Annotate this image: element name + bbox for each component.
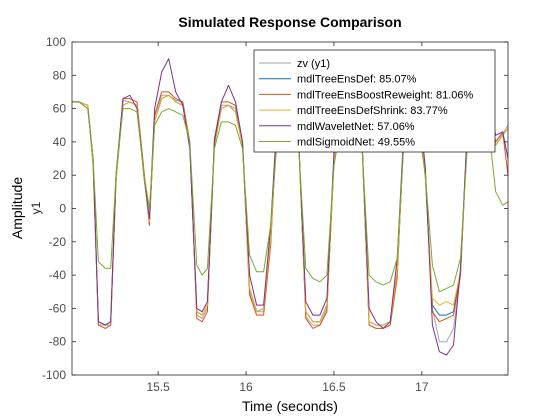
- y-axis-label: Amplitude: [9, 177, 25, 239]
- axis-ticks: 15.5 16 16.5 17 -100 -80 -60 -40 -20 0 20 40 60 80 100: [42, 35, 508, 394]
- y-tick-label: 0: [59, 202, 66, 216]
- chart-title: Simulated Response Comparison: [178, 14, 401, 30]
- x-tick-label: 16.5: [322, 380, 346, 394]
- legend-label-4: mdlWaveletNet: 57.06%: [297, 121, 415, 133]
- output-channel-label: y1: [29, 201, 43, 214]
- y-tick-label: -40: [49, 268, 67, 282]
- x-tick-label: 17: [415, 380, 429, 394]
- legend-label-3: mdlTreeEnsDefShrink: 83.77%: [297, 105, 448, 117]
- x-tick-label: 16: [239, 380, 253, 394]
- legend-label-1: mdlTreeEnsDef: 85.07%: [297, 74, 417, 86]
- y-tick-label: 80: [53, 68, 67, 82]
- axes-frame: [71, 41, 509, 376]
- legend-items: zv (y1) mdlTreeEnsDef: 85.07% mdlTreeEnsBo…: [259, 58, 474, 149]
- y-tick-label: 40: [53, 135, 67, 149]
- y-tick-label: -80: [49, 335, 67, 349]
- y-tick-label: 60: [53, 102, 67, 116]
- legend-box: [253, 49, 496, 153]
- y-tick-label: -60: [49, 301, 67, 315]
- legend: zv (y1) mdlTreeEnsDef: 85.07% mdlTreeEnsBo…: [253, 49, 496, 153]
- legend-label-0: zv (y1): [297, 58, 330, 70]
- x-tick-label: 15.5: [146, 380, 170, 394]
- y-tick-label: -20: [49, 235, 67, 249]
- y-tick-label: 100: [46, 35, 66, 49]
- x-axis-label: Time (seconds): [242, 398, 338, 414]
- y-tick-label: 20: [53, 168, 67, 182]
- y-tick-label: -100: [42, 368, 66, 382]
- legend-label-2: mdlTreeEnsBoostReweight: 81.06%: [297, 89, 474, 101]
- legend-label-5: mdlSigmoidNet: 49.55%: [297, 137, 415, 149]
